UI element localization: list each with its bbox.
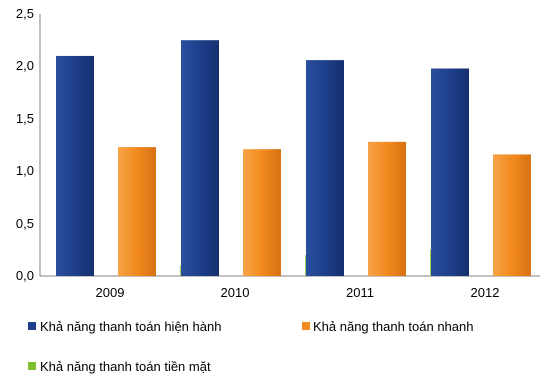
bar-current-ratio-2010	[181, 40, 219, 277]
y-tick-label: 1,0	[16, 163, 34, 178]
y-tick-label: 0,0	[16, 268, 34, 283]
bar-quick-ratio-2010	[243, 149, 281, 276]
y-tick-labels: 0,0 0,5 1,0 1,5 2,0 2,5	[16, 6, 34, 283]
legend: Khả năng thanh toán hiện hành Khả năng t…	[28, 319, 473, 374]
legend-label-current: Khả năng thanh toán hiện hành	[40, 319, 221, 334]
x-tick-labels: 2009 2010 2011 2012	[96, 285, 500, 300]
x-tick-label: 2009	[96, 285, 125, 300]
bar-current-ratio-2011	[306, 60, 344, 276]
y-tick-label: 1,5	[16, 111, 34, 126]
bar-quick-ratio-2009	[118, 147, 156, 276]
legend-swatch-quick	[302, 322, 310, 330]
bars	[56, 40, 531, 277]
x-tick-label: 2011	[346, 285, 374, 300]
x-tick-label: 2012	[471, 285, 500, 300]
legend-label-quick: Khả năng thanh toán nhanh	[313, 319, 473, 334]
bar-quick-ratio-2011	[368, 141, 406, 276]
legend-label-cash: Khả năng thanh toán tiền mặt	[40, 359, 211, 374]
x-tick-label: 2010	[221, 285, 250, 300]
y-tick-label: 2,0	[16, 58, 34, 73]
bar-quick-ratio-2012	[493, 154, 531, 276]
y-tick-label: 0,5	[16, 216, 34, 231]
legend-swatch-cash	[28, 362, 36, 370]
legend-swatch-current	[28, 322, 36, 330]
bar-current-ratio-2012	[431, 68, 469, 276]
bar-current-ratio-2009	[56, 55, 94, 276]
y-tick-label: 2,5	[16, 6, 34, 21]
